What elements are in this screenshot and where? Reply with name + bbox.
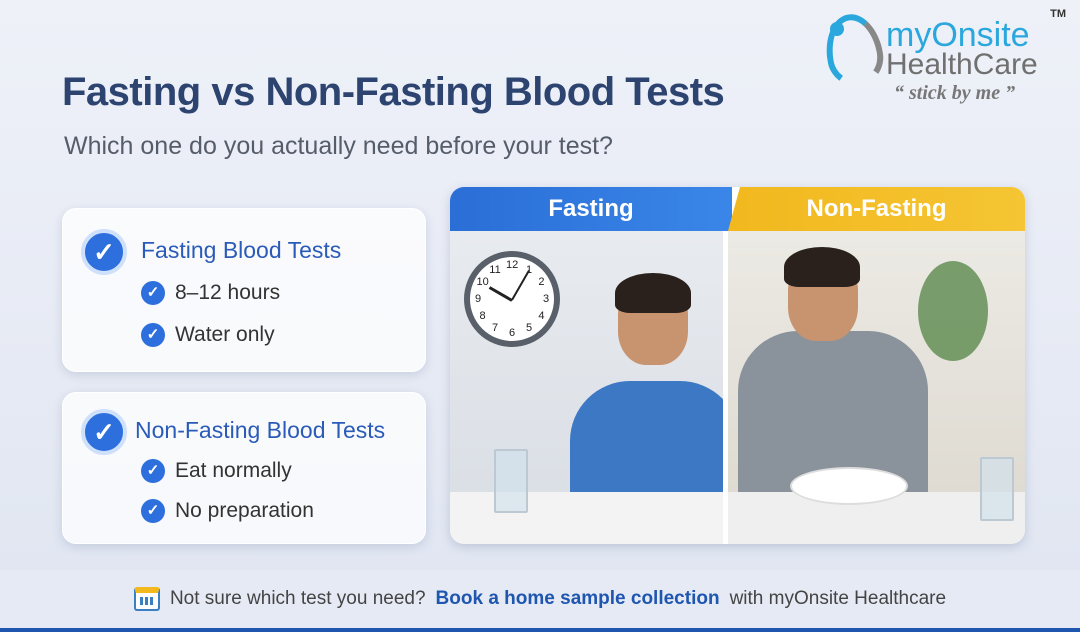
clock-icon: 12 1 2 3 4 5 6 7 8 9 10 11 [464,251,560,347]
footer-text-end: with myOnsite Healthcare [729,588,947,609]
footer-text: Not sure which test you need? [169,588,426,609]
clock-number: 4 [538,310,545,322]
check-icon: ✓ [141,281,165,305]
list-item: ✓ Water only [141,323,275,347]
clock-number: 9 [474,293,482,305]
clock-number: 7 [491,322,499,335]
check-icon: ✓ [141,499,165,523]
fasting-card: ✓ Fasting Blood Tests ✓ 8–12 hours ✓ Water… [62,208,426,372]
item-label: Eat normally [175,459,292,482]
clock-number: 10 [476,276,489,288]
fasting-photo: 12 1 2 3 4 5 6 7 8 9 10 11 [450,231,723,544]
item-label: No preparation [175,499,314,522]
card-title: Non-Fasting Blood Tests [135,417,386,443]
water-glass [980,457,1014,521]
clock-number: 3 [542,293,550,305]
person-hair [615,273,691,313]
logo-tagline: “ stick by me ” [894,82,1016,104]
tab-non-fasting: Non-Fasting [728,187,1025,231]
book-sample-link[interactable]: Book a home sample collection [435,588,720,609]
water-glass [494,449,528,513]
clock-number: 12 [506,259,519,271]
table [450,492,723,544]
list-item: ✓ 8–12 hours [141,281,280,305]
item-label: 8–12 hours [175,281,281,304]
logo-line1: myOnsite [886,16,1030,54]
clock-number: 11 [489,263,501,276]
page-title: Fasting vs Non-Fasting Blood Tests [62,70,725,114]
person-hair [784,247,860,287]
clock-number: 1 [525,263,533,276]
bottom-bar [0,628,1080,632]
check-circle-icon: ✓ [81,409,127,455]
page-subtitle: Which one do you actually need before yo… [64,132,613,160]
card-title: Fasting Blood Tests [141,237,342,263]
logo-dot [830,22,844,36]
check-icon: ✓ [141,323,165,347]
calendar-icon [133,587,160,611]
item-label: Water only [175,323,275,346]
footer-cta: Not sure which test you need? Book a hom… [0,570,1080,628]
clock-number: 2 [538,276,545,288]
trademark: TM [1050,8,1066,20]
list-item: ✓ No preparation [141,499,314,523]
clock-number: 6 [508,327,516,339]
comparison-panel: Fasting Non-Fasting 12 1 2 3 4 5 6 7 8 9 10 11 [450,187,1025,544]
non-fasting-photo [728,231,1025,544]
brand-logo: myOnsite HealthCare “ stick by me ” TM [820,8,1066,108]
check-icon: ✓ [141,459,165,483]
check-circle-icon: ✓ [81,229,127,275]
clock-number: 5 [525,322,533,335]
non-fasting-card: ✓ Non-Fasting Blood Tests ✓ Eat normally … [62,392,426,544]
plant [918,261,988,361]
clock-number: 8 [479,310,486,322]
list-item: ✓ Eat normally [141,459,292,483]
logo-line2: HealthCare [886,48,1038,81]
tab-fasting: Fasting [450,187,732,231]
food-plate [790,467,908,505]
logo-mark-icon [820,9,888,91]
